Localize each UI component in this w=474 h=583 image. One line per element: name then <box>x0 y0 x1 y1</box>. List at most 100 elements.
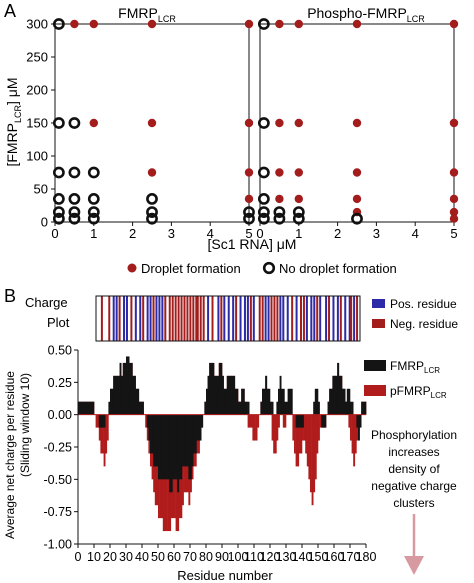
fmrp-bar <box>234 388 237 415</box>
fmrp-bar <box>188 414 191 480</box>
scatter2-xtick-label: 4 <box>412 226 419 241</box>
scatter2-title-main: Phospho-FMRP <box>307 5 407 21</box>
scatter1-no-droplet-point <box>146 212 158 225</box>
scatter2-xtick-label: 5 <box>450 226 457 241</box>
fmrp-bar <box>260 401 263 415</box>
fmrp-bar <box>194 414 197 454</box>
fmrp-bar <box>140 401 143 415</box>
fmrp-bar <box>124 362 127 415</box>
netcharge-ytick-label: 0.25 <box>48 376 72 390</box>
scatter1-xtick-label: 4 <box>207 226 214 241</box>
scatter1-no-droplet-point <box>68 166 81 179</box>
fmrp-bar <box>161 414 164 480</box>
scatter2-droplet-point <box>449 168 459 177</box>
fmrp-bar <box>230 375 232 415</box>
fmrp-bar <box>233 375 236 415</box>
fmrp-bar <box>89 401 92 415</box>
fmrp-bar <box>167 414 170 480</box>
netcharge-xtick-label: 60 <box>167 550 181 564</box>
scatter1-no-droplet-point <box>87 192 100 205</box>
fmrp-bar <box>332 375 335 415</box>
scatter1-no-droplet-point <box>146 192 158 205</box>
fmrp-bar <box>142 401 144 415</box>
fmrp-bar <box>102 414 104 428</box>
fmrp-bar <box>223 388 226 415</box>
pfmrp-bar <box>305 414 308 454</box>
scatter1-ytick-label: 300 <box>26 17 48 32</box>
scatter2-droplet-point <box>449 207 459 217</box>
pfmrp-bar <box>350 414 352 441</box>
pfmrp-bar <box>297 414 300 467</box>
fmrp-bar <box>178 414 181 480</box>
fmrp-bar <box>262 388 264 415</box>
fmrp-bar <box>158 414 160 480</box>
scatter2-no-droplet-point <box>273 212 286 225</box>
fmrp-bar <box>278 388 280 415</box>
scatter1-title-main: FMRP <box>118 5 158 21</box>
scatter2-no-droplet-point <box>257 192 270 205</box>
fmrp-bar <box>130 362 133 415</box>
fmrp-bar <box>284 401 287 415</box>
fmrp-bar <box>210 362 213 415</box>
pfmrp-bar <box>353 414 356 467</box>
fmrp-bar <box>338 375 341 415</box>
legend-fmrp-swatch <box>364 360 386 371</box>
pfmrp-bar <box>252 414 255 441</box>
fmrp-bar <box>151 414 154 454</box>
fmrp-bar <box>263 388 266 415</box>
netcharge-xtick-label: 10 <box>87 550 101 564</box>
fmrp-bar <box>337 362 340 415</box>
fmrp-bar <box>313 401 316 415</box>
netcharge-xtick-label: 130 <box>276 550 297 564</box>
netcharge-xtick-label: 180 <box>356 550 377 564</box>
scatter2-droplet-point <box>275 118 284 128</box>
fmrp-bar <box>84 401 87 415</box>
scatter1-xtick-label: 2 <box>129 226 136 241</box>
fmrp-bar <box>342 388 344 415</box>
fmrp-bar <box>214 375 216 415</box>
legend-positive-label: Pos. residue <box>390 297 457 311</box>
fmrp-bar <box>290 388 293 415</box>
pfmrp-bar <box>292 414 295 441</box>
scatter2-droplet-point <box>352 19 362 29</box>
scatter1-no-droplet-point <box>52 212 65 225</box>
fmrp-bar <box>348 388 351 415</box>
fmrp-bar <box>180 414 183 480</box>
scatter1-ytick-label: 50 <box>34 182 48 197</box>
fmrp-bar <box>345 401 348 415</box>
pfmrp-bar <box>276 414 279 441</box>
netcharge-xtick-label: 90 <box>215 550 229 564</box>
legend-droplet-marker <box>127 263 137 273</box>
pfmrp-bar <box>354 414 357 454</box>
pfmrp-bar <box>102 414 104 454</box>
scatter2-title-sub: LCR <box>407 14 426 24</box>
legend-fmrp-sub: LCR <box>424 366 440 375</box>
netcharge-ytick-label: -1.00 <box>44 538 73 552</box>
legend-negative-label: Neg. residue <box>390 317 458 331</box>
fmrp-bar <box>118 375 120 415</box>
fmrp-bar <box>138 401 141 415</box>
fmrp-bar <box>156 414 159 467</box>
fmrp-bar <box>92 401 95 415</box>
fmrp-bar <box>297 414 300 428</box>
scatter1-ytick-label: 0 <box>41 215 48 230</box>
fmrp-bar <box>146 414 149 428</box>
scatter1-droplet-point <box>147 168 157 177</box>
fmrp-bar <box>321 414 324 428</box>
fmrp-bar <box>153 414 156 467</box>
pfmrp-bar <box>313 414 316 493</box>
fmrp-bar <box>215 375 218 415</box>
phospho-note-line-1: Phosphorylation <box>371 428 457 442</box>
fmrp-bar <box>322 414 325 428</box>
scatter2-title: Phospho-FMRPLCR <box>307 5 425 24</box>
pfmrp-bar <box>319 414 322 428</box>
pfmrp-bar <box>274 414 277 454</box>
scatter2-droplet-point <box>275 168 284 177</box>
fmrp-bar <box>98 414 101 428</box>
fmrp-bar <box>351 401 354 415</box>
panel-label-b: B <box>4 286 16 306</box>
scatter2-no-droplet-point <box>257 212 270 225</box>
fmrp-bar <box>169 414 172 493</box>
scatter1-no-droplet-point <box>52 117 65 129</box>
